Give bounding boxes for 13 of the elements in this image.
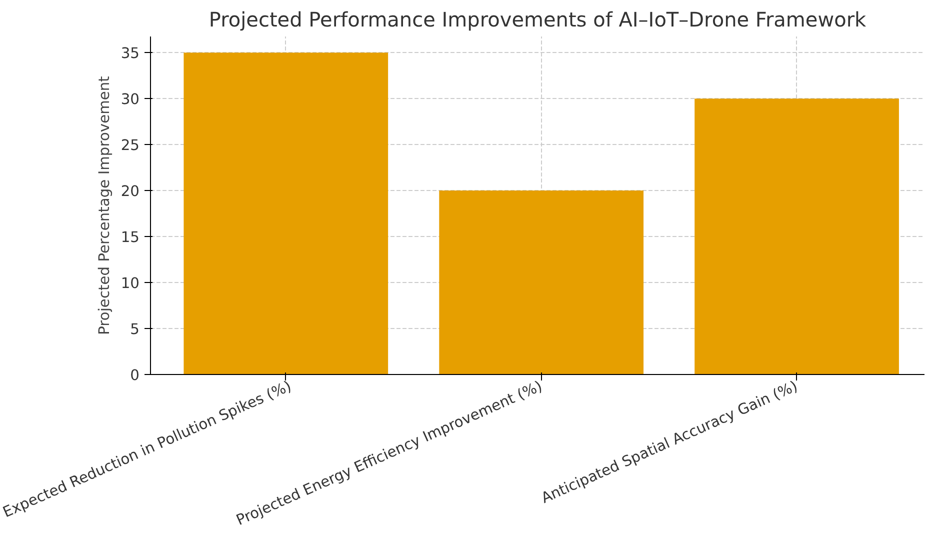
y-tick-label: 0 (130, 367, 140, 384)
bar (439, 190, 644, 374)
y-tick-label: 15 (120, 229, 140, 246)
bar (184, 52, 388, 374)
y-tick-label: 35 (120, 45, 140, 62)
y-tick-label: 30 (120, 91, 140, 108)
chart-title: Projected Performance Improvements of AI–IoT–Drone Framework (208, 8, 867, 32)
y-tick-label: 10 (120, 275, 140, 292)
y-tick-label: 25 (120, 137, 140, 154)
y-axis-title: Projected Percentage Improvement (96, 76, 113, 335)
y-tick-label: 20 (120, 183, 140, 200)
y-tick-label: 5 (130, 321, 140, 338)
bar (694, 98, 899, 374)
